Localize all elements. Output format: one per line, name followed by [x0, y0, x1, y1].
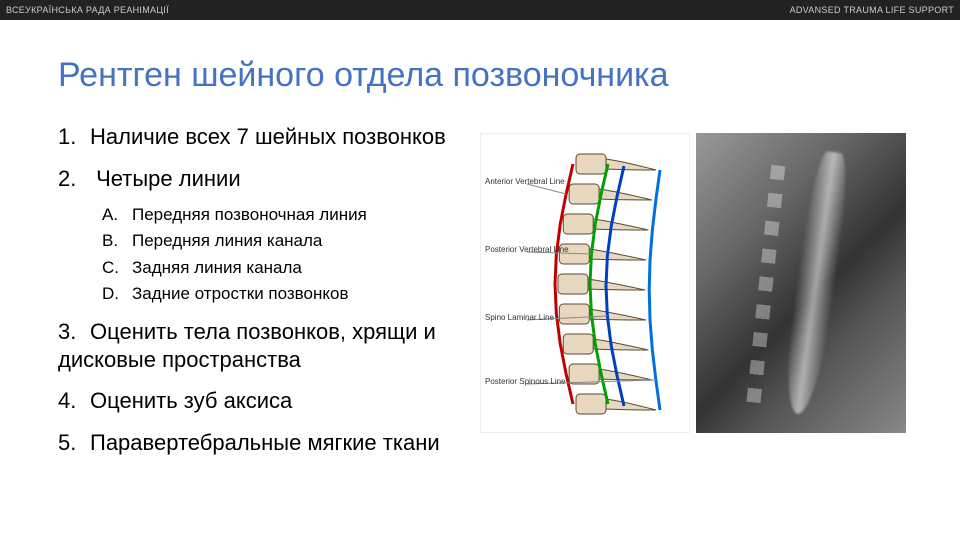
main-list: Наличие всех 7 шейных позвонков Четыре л… — [58, 123, 480, 456]
content: Наличие всех 7 шейных позвонков Четыре л… — [0, 123, 960, 470]
item-2-text: Четыре линии — [96, 166, 241, 191]
xray-image — [696, 133, 906, 433]
header-bar: ВСЕУКРАЇНСЬКА РАДА РЕАНІМАЦІЇ ADVANSED T… — [0, 0, 960, 20]
item-5: Паравертебральные мягкие ткани — [58, 429, 480, 457]
item-3: Оценить тела позвонков, хрящи и дисковые… — [58, 318, 480, 373]
header-left: ВСЕУКРАЇНСЬКА РАДА РЕАНІМАЦІЇ — [6, 5, 169, 15]
sub-a: Передняя позвоночная линия — [102, 204, 480, 225]
sub-list: Передняя позвоночная линия Передняя лини… — [102, 204, 480, 304]
label-anterior: Anterior Vertebral Line — [485, 178, 565, 186]
label-spinolaminar: Spino Laminar Line — [485, 314, 554, 322]
item-4: Оценить зуб аксиса — [58, 387, 480, 415]
figure-column: Anterior Vertebral Line Posterior Verteb… — [480, 123, 960, 470]
page-title: Рентген шейного отдела позвоночника — [0, 20, 960, 123]
label-spinous: Posterior Spinous Line — [485, 378, 566, 386]
item-2: Четыре линии Передняя позвоночная линия … — [58, 165, 480, 305]
sub-c: Задняя линия канала — [102, 257, 480, 278]
spine-diagram: Anterior Vertebral Line Posterior Verteb… — [480, 133, 690, 433]
text-column: Наличие всех 7 шейных позвонков Четыре л… — [0, 123, 480, 470]
sub-b: Передняя линия канала — [102, 230, 480, 251]
header-right: ADVANSED TRAUMA LIFE SUPPORT — [790, 5, 954, 15]
label-posterior: Posterior Vertebral Line — [485, 246, 569, 254]
sub-d: Задние отростки позвонков — [102, 283, 480, 304]
item-1: Наличие всех 7 шейных позвонков — [58, 123, 480, 151]
